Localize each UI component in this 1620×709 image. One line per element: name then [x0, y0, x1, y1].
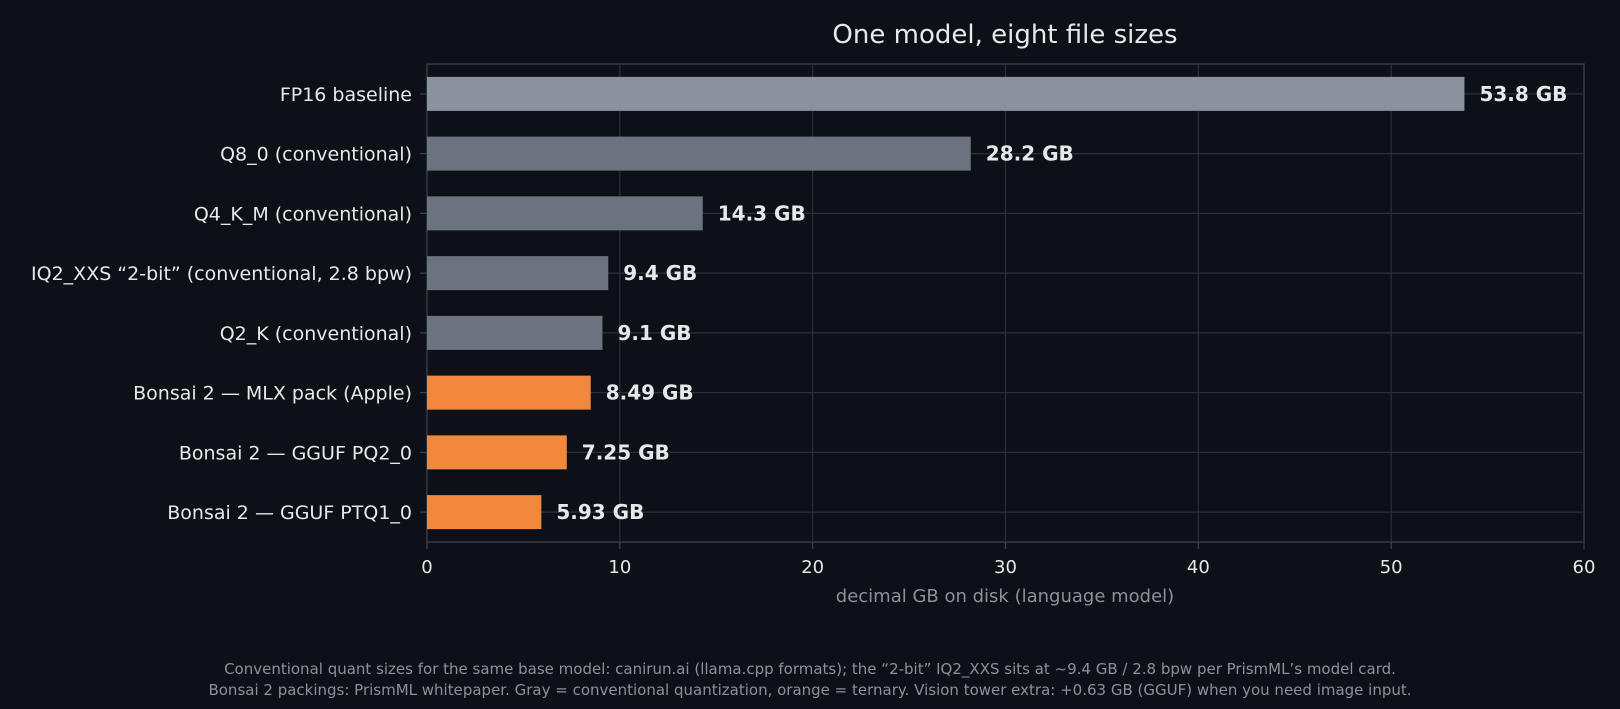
category-label: Q2_K (conventional) [220, 323, 412, 345]
category-label: Q8_0 (conventional) [220, 144, 412, 166]
bar [427, 495, 542, 530]
bar-value-label: 28.2 GB [986, 142, 1074, 166]
bar [427, 435, 567, 470]
category-label: IQ2_XXS “2-bit” (conventional, 2.8 bpw) [31, 263, 412, 285]
bar-value-label: 53.8 GB [1479, 82, 1567, 106]
x-tick-label: 40 [1187, 557, 1210, 578]
category-label: Q4_K_M (conventional) [194, 203, 412, 225]
x-tick-label: 10 [608, 557, 631, 578]
bar-value-label: 14.3 GB [718, 201, 806, 225]
chart-title: One model, eight file sizes [832, 20, 1177, 50]
x-tick-label: 20 [801, 557, 824, 578]
bar-value-label: 8.49 GB [606, 381, 694, 405]
bar-value-label: 9.1 GB [617, 321, 691, 345]
bar-value-label: 9.4 GB [623, 261, 697, 285]
bar [427, 256, 609, 291]
category-label: FP16 baseline [280, 84, 412, 106]
bar [427, 375, 591, 410]
category-label: Bonsai 2 — GGUF PQ2_0 [179, 442, 412, 464]
x-tick-label: 0 [421, 557, 432, 578]
value-labels: 53.8 GB 28.2 GB 14.3 GB 9.4 GB 9.1 GB 8.49 GB… [556, 82, 1567, 524]
bar-value-label: 7.25 GB [582, 440, 670, 464]
category-label: Bonsai 2 — GGUF PTQ1_0 [167, 502, 412, 524]
bar [427, 315, 603, 350]
bar [427, 76, 1465, 111]
category-label: Bonsai 2 — MLX pack (Apple) [133, 383, 412, 405]
x-ticks: 0 10 20 30 40 50 60 [420, 93, 1596, 578]
x-tick-label: 30 [994, 557, 1017, 578]
x-axis-label: decimal GB on disk (language model) [836, 586, 1174, 607]
x-tick-label: 50 [1380, 557, 1403, 578]
x-tick-label: 60 [1573, 557, 1596, 578]
bars [427, 76, 1465, 530]
footnote-line-2: Bonsai 2 packings: PrismML whitepaper. G… [208, 681, 1412, 699]
bar-value-label: 5.93 GB [556, 500, 644, 524]
bar [427, 136, 971, 171]
grid-lines [426, 63, 1585, 543]
bar [427, 196, 703, 231]
footnote-line-1: Conventional quant sizes for the same ba… [224, 660, 1396, 678]
category-labels: FP16 baseline Q8_0 (conventional) Q4_K_M (… [31, 84, 412, 524]
